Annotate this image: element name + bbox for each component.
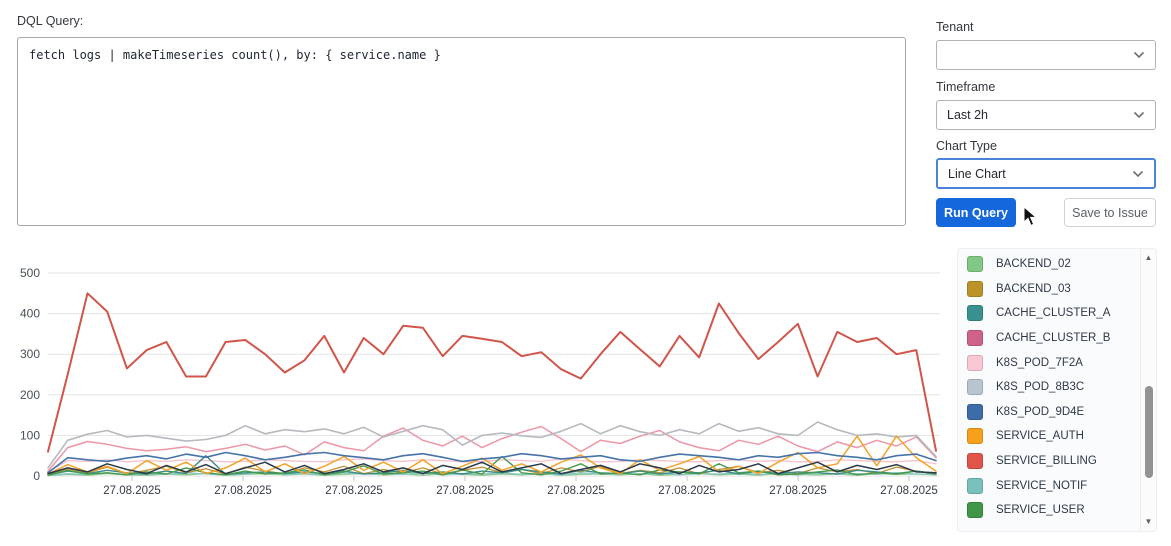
tenant-label: Tenant [936, 20, 974, 34]
series-line-K8S_POD_8B3C [47, 421, 937, 469]
series-color-swatch [967, 502, 983, 519]
legend-item[interactable]: BACKEND_02 [958, 252, 1140, 277]
chart-type-label: Chart Type [936, 139, 997, 153]
chevron-down-icon [1133, 111, 1145, 119]
scrollbar-thumb[interactable] [1144, 386, 1153, 478]
chevron-down-icon [1132, 170, 1144, 177]
legend-item[interactable]: SERVICE_USER [958, 498, 1140, 523]
legend-item-label: BACKEND_02 [996, 258, 1071, 271]
series-color-swatch [967, 305, 983, 322]
series-line-SERVICE_USER [47, 455, 937, 476]
series-line-K8S_POD_7F2A [47, 458, 937, 473]
series-color-swatch [967, 428, 983, 445]
legend-item[interactable]: SERVICE_BILLING [958, 449, 1140, 474]
dql-query-label: DQL Query: [17, 14, 84, 28]
series-color-swatch [967, 403, 983, 420]
scroll-down-arrow-icon[interactable]: ▼ [1144, 517, 1153, 526]
y-axis-tick-label: 100 [20, 428, 40, 442]
legend-item-label: CACHE_CLUSTER_B [996, 332, 1111, 345]
tenant-select[interactable] [936, 40, 1156, 70]
legend-item-label: K8S_POD_7F2A [996, 356, 1083, 369]
legend-item-label: SERVICE_BILLING [996, 455, 1097, 468]
legend-item-label: CACHE_CLUSTER_A [996, 307, 1111, 320]
legend-item-label: K8S_POD_8B3C [996, 381, 1085, 394]
chart-legend: BACKEND_02 BACKEND_03 CACHE_CLUSTER_A CACHE… [957, 248, 1157, 532]
chart-type-value: Line Chart [948, 166, 1006, 181]
legend-item[interactable]: CACHE_CLUSTER_A [958, 301, 1140, 326]
chevron-down-icon [1133, 51, 1145, 59]
x-axis-tick-label: 27.08.2025 [547, 485, 605, 497]
x-axis-tick-label: 27.08.2025 [214, 485, 272, 497]
series-color-swatch [967, 330, 983, 347]
legend-item[interactable]: K8S_POD_7F2A [958, 350, 1140, 375]
x-axis-tick-label: 27.08.2025 [436, 485, 494, 497]
legend-item[interactable]: K8S_POD_9D4E [958, 400, 1140, 425]
legend-item-label: SERVICE_NOTIF [996, 479, 1088, 492]
series-color-swatch [967, 256, 983, 273]
timeframe-value: Last 2h [947, 108, 989, 122]
series-color-swatch [967, 453, 983, 470]
y-axis-tick-label: 0 [33, 469, 40, 483]
legend-item-label: SERVICE_AUTH [996, 430, 1084, 443]
legend-item[interactable]: SERVICE_AUTH [958, 424, 1140, 449]
series-line-CACHE_CLUSTER_B [47, 425, 937, 472]
legend-item-label: SERVICE_USER [996, 504, 1085, 517]
run-query-button[interactable]: Run Query [936, 198, 1016, 227]
series-color-swatch [967, 280, 983, 297]
series-color-swatch [967, 379, 983, 396]
legend-scrollbar[interactable]: ▲ ▼ [1140, 249, 1156, 531]
chart-type-select[interactable]: Line Chart [936, 158, 1156, 189]
x-axis-tick-label: 27.08.2025 [325, 485, 383, 497]
timeframe-label: Timeframe [936, 80, 996, 94]
legend-item[interactable]: SERVICE_NOTIF [958, 473, 1140, 498]
timeframe-select[interactable]: Last 2h [936, 100, 1156, 130]
y-axis-tick-label: 300 [20, 347, 40, 361]
series-color-swatch [967, 477, 983, 494]
x-axis-tick-label: 27.08.2025 [658, 485, 716, 497]
y-axis-tick-label: 400 [20, 307, 40, 321]
timeseries-chart: 0 100 200 300 400 500 27.08.2025 27.08.2025 27.0… [20, 266, 940, 497]
series-color-swatch [967, 354, 983, 371]
legend-item-label: K8S_POD_9D4E [996, 405, 1085, 418]
series-line-unlabeled [47, 461, 937, 475]
y-axis-tick-label: 200 [20, 388, 40, 402]
dql-query-input[interactable]: fetch logs | makeTimeseries count(), by:… [17, 37, 906, 226]
series-line-SERVICE_BILLING [47, 292, 937, 453]
mouse-cursor [1023, 206, 1038, 227]
x-axis-tick-label: 27.08.2025 [103, 485, 161, 497]
legend-item[interactable]: BACKEND_03 [958, 277, 1140, 302]
legend-item[interactable]: K8S_POD_8B3C [958, 375, 1140, 400]
x-axis-tick-label: 27.08.2025 [880, 485, 938, 497]
save-to-issue-button[interactable]: Save to Issue [1064, 198, 1156, 227]
legend-item[interactable]: CACHE_CLUSTER_B [958, 326, 1140, 351]
series-line-K8S_POD_9D4E [47, 451, 937, 474]
legend-item-label: BACKEND_03 [996, 282, 1071, 295]
x-axis-tick-label: 27.08.2025 [769, 485, 827, 497]
y-axis-tick-label: 500 [20, 266, 40, 280]
scroll-up-arrow-icon[interactable]: ▲ [1144, 253, 1153, 262]
series-line-CACHE_CLUSTER_A [47, 454, 937, 476]
